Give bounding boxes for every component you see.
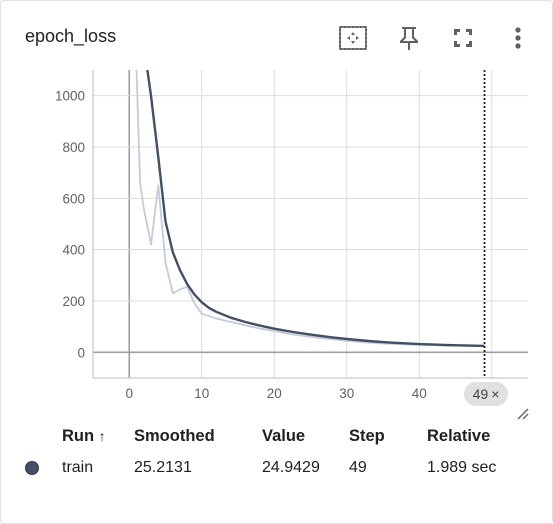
run-column-header[interactable]: Run ↑ [62, 426, 106, 445]
smoothed-series-line [146, 70, 485, 348]
runs-table-header: Run ↑ Smoothed Value Step Relative [25, 421, 527, 451]
y-tick-label: 800 [62, 140, 85, 155]
x-tick-label: 40 [412, 386, 427, 401]
smoothed-value: 25.2131 [134, 459, 192, 476]
fullscreen-button[interactable] [448, 23, 478, 53]
y-tick-label: 0 [77, 345, 85, 360]
y-tick-label: 600 [62, 191, 85, 206]
loss-chart[interactable]: 0 200 400 600 800 1000 0 10 20 30 40 [1, 1, 553, 421]
x-tick-label: 10 [194, 386, 209, 401]
relative-column-header[interactable]: Relative [427, 426, 491, 445]
pin-button[interactable] [394, 23, 424, 53]
step-chip-label: 49 [472, 386, 489, 402]
value-column-header[interactable]: Value [262, 426, 306, 445]
run-color-dot[interactable] [25, 460, 39, 475]
step-value: 49 [349, 459, 367, 476]
table-row: train 25.2131 24.9429 49 1.989 sec [25, 451, 527, 485]
run-name: train [62, 459, 94, 476]
fit-domain-icon [339, 26, 367, 50]
y-tick-label: 1000 [55, 89, 85, 104]
y-tick-label: 200 [62, 294, 85, 309]
sort-arrow-icon: ↑ [98, 427, 106, 444]
raw-value: 24.9429 [262, 459, 320, 476]
x-tick-label: 30 [339, 386, 354, 401]
fit-domain-button[interactable] [338, 23, 368, 53]
x-tick-label: 0 [125, 386, 133, 401]
more-vert-icon [515, 27, 521, 49]
relative-time: 1.989 sec [427, 459, 497, 476]
close-icon[interactable]: × [491, 386, 500, 402]
x-tick-label: 20 [267, 386, 282, 401]
step-column-header[interactable]: Step [349, 426, 385, 445]
step-chip[interactable]: 49 × [464, 382, 508, 406]
raw-series-line [135, 70, 485, 347]
fullscreen-icon [454, 29, 472, 47]
smoothed-column-header[interactable]: Smoothed [134, 426, 215, 445]
resize-handle-icon[interactable] [515, 406, 529, 420]
pin-icon [400, 27, 418, 50]
card-title: epoch_loss [25, 26, 117, 46]
y-tick-label: 400 [62, 243, 85, 258]
runs-table: Run ↑ Smoothed Value Step Relative train… [25, 421, 527, 485]
more-options-button[interactable] [503, 23, 533, 53]
